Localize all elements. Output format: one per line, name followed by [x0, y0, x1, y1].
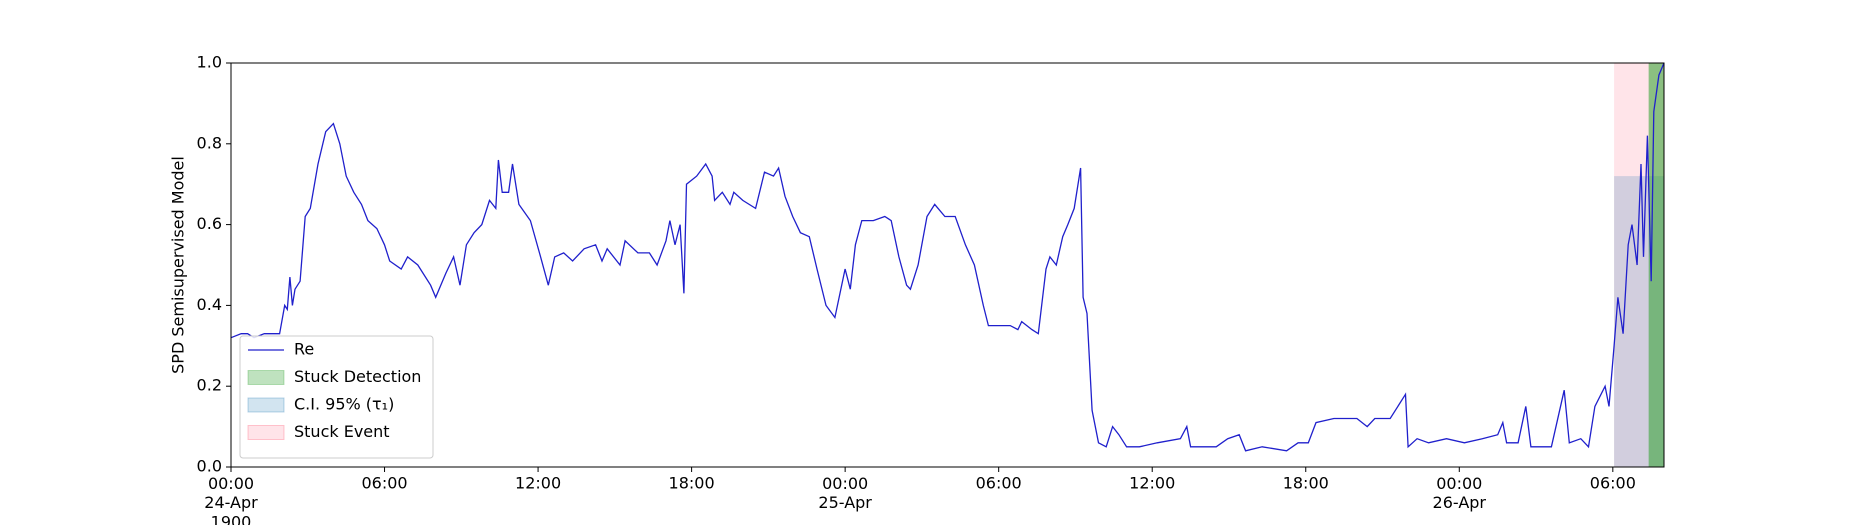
- y-tick-label: 0.4: [197, 295, 222, 314]
- x-tick-label: 18:00: [669, 474, 715, 493]
- legend-patch: [247, 397, 285, 413]
- plot-frame: [230, 62, 1665, 468]
- x-tick-label: 12:00: [1129, 474, 1175, 493]
- legend-label: Stuck Event: [294, 422, 390, 441]
- x-tick-label: 06:00: [1590, 474, 1636, 493]
- x-tick-label: 12:00: [515, 474, 561, 493]
- y-tick-label: 0.6: [197, 214, 222, 233]
- data-line: [230, 62, 1665, 452]
- x-tick-label: 18:00: [1283, 474, 1329, 493]
- legend-patch: [247, 370, 285, 385]
- x-tick-label: 06:00: [976, 474, 1022, 493]
- y-tick-label: 0.8: [197, 133, 222, 152]
- legend-label: Stuck Detection: [294, 367, 421, 386]
- y-tick-label: 1.0: [197, 53, 222, 72]
- x-tick-label: 00:00 25-Apr: [818, 474, 872, 512]
- x-tick-label: 00:00 24-Apr 1900: [204, 474, 258, 525]
- x-tick-label: 00:00 26-Apr: [1433, 474, 1487, 512]
- legend-patch: [247, 425, 285, 440]
- legend-label: Re: [294, 340, 314, 359]
- x-tick-label: 06:00: [361, 474, 407, 493]
- y-tick-label: 0.0: [197, 457, 222, 476]
- y-tick-label: 0.2: [197, 376, 222, 395]
- y-axis-label: SPD Semisupervised Model: [169, 156, 188, 374]
- legend-box: [239, 335, 434, 459]
- legend-label: C.I. 95% (τ₁): [294, 395, 394, 414]
